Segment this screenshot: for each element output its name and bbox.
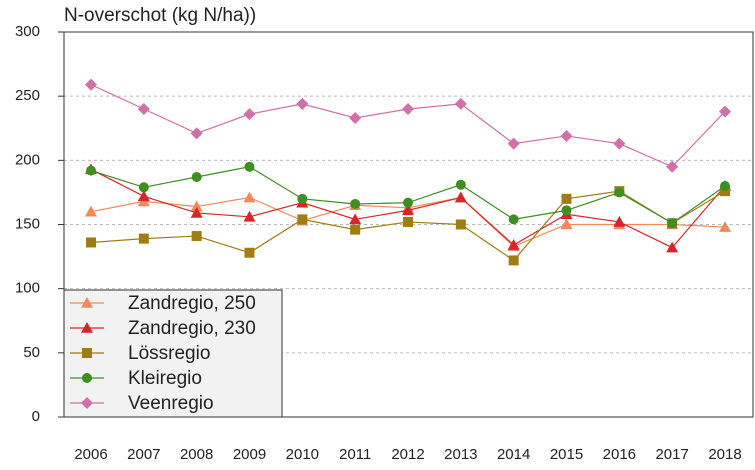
x-tick-label: 2007 xyxy=(127,446,160,463)
data-point xyxy=(191,231,202,242)
x-tick-label: 2009 xyxy=(233,446,266,463)
x-tick-label: 2014 xyxy=(497,446,530,463)
x-tick-label: 2016 xyxy=(603,446,636,463)
y-tick-label: 0 xyxy=(32,408,40,425)
series-line xyxy=(90,84,726,168)
data-point xyxy=(243,210,256,222)
data-point xyxy=(560,129,573,142)
legend-marker xyxy=(81,297,93,308)
data-point xyxy=(455,179,466,190)
data-point xyxy=(454,191,467,203)
data-point xyxy=(297,214,308,225)
data-point xyxy=(191,172,202,183)
data-point xyxy=(667,218,678,229)
data-point xyxy=(190,200,203,212)
data-point xyxy=(244,161,255,172)
data-point xyxy=(560,218,573,230)
legend-label: Veenregio xyxy=(128,393,214,414)
data-point xyxy=(349,213,362,225)
data-point xyxy=(613,137,626,150)
data-point xyxy=(403,216,413,227)
data-point xyxy=(402,103,414,115)
data-point xyxy=(86,165,96,176)
data-point xyxy=(243,191,256,203)
data-point xyxy=(613,215,626,227)
x-tick-label: 2015 xyxy=(550,446,583,463)
data-point xyxy=(508,255,519,266)
y-tick-label: 50 xyxy=(23,344,40,361)
data-point xyxy=(561,205,572,216)
data-point xyxy=(561,193,572,204)
data-point xyxy=(666,241,679,253)
x-tick-label: 2017 xyxy=(655,446,688,463)
data-point xyxy=(297,193,308,204)
data-point xyxy=(720,186,730,197)
x-tick-label: 2012 xyxy=(391,446,424,463)
data-point xyxy=(455,219,466,230)
data-point xyxy=(614,187,625,198)
x-tick-label: 2008 xyxy=(180,446,213,463)
data-point xyxy=(190,206,203,218)
legend-marker xyxy=(82,373,92,383)
data-point xyxy=(719,105,731,118)
legend-label: Zandregio, 230 xyxy=(128,318,256,339)
legend-label: Zandregio, 250 xyxy=(128,293,256,314)
data-point xyxy=(508,214,519,225)
data-point xyxy=(86,237,96,248)
legend-marker xyxy=(82,348,92,358)
x-tick-label: 2006 xyxy=(74,446,107,463)
legend-marker xyxy=(81,397,93,409)
data-point xyxy=(296,97,309,110)
data-point xyxy=(454,97,467,110)
data-point xyxy=(244,247,255,258)
data-point xyxy=(138,233,149,244)
legend-label: Lössregio xyxy=(128,343,210,364)
data-point xyxy=(349,111,362,124)
legend-marker xyxy=(81,322,93,333)
data-point xyxy=(85,78,97,91)
data-point xyxy=(350,198,361,209)
data-point xyxy=(243,108,256,121)
x-tick-label: 2010 xyxy=(286,446,319,463)
y-tick-label: 300 xyxy=(15,23,40,40)
x-tick-label: 2018 xyxy=(708,446,741,463)
data-point xyxy=(137,103,150,115)
y-tick-label: 100 xyxy=(15,280,40,297)
chart-title: N-overschot (kg N/ha)) xyxy=(64,5,256,26)
legend-label: Kleiregio xyxy=(128,368,202,389)
data-point xyxy=(720,181,730,191)
y-tick-label: 200 xyxy=(15,151,40,168)
data-point xyxy=(666,160,679,173)
data-point xyxy=(403,197,413,208)
data-point xyxy=(719,221,731,232)
data-point xyxy=(350,224,361,235)
y-tick-label: 250 xyxy=(15,87,40,104)
y-tick-label: 150 xyxy=(15,215,40,232)
data-point xyxy=(85,205,97,217)
x-tick-label: 2013 xyxy=(444,446,477,463)
data-point xyxy=(507,239,520,250)
data-point xyxy=(402,204,414,216)
data-point xyxy=(138,182,149,193)
data-point xyxy=(507,137,520,150)
data-point xyxy=(190,127,203,140)
x-tick-label: 2011 xyxy=(339,446,371,463)
data-point xyxy=(137,190,150,202)
